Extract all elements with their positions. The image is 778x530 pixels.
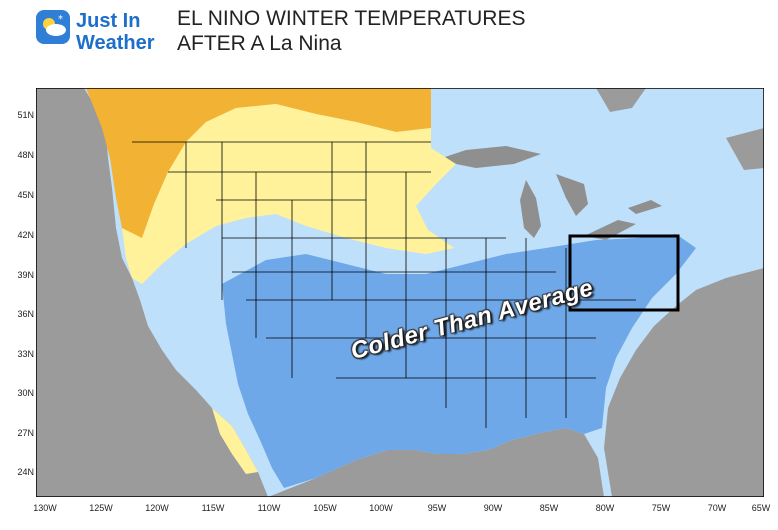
lon-label: 130W	[33, 503, 57, 513]
lon-label: 120W	[145, 503, 169, 513]
lon-label: 110W	[257, 503, 281, 513]
lon-label: 70W	[707, 503, 727, 513]
lon-label: 115W	[201, 503, 225, 513]
svg-text:*: *	[58, 14, 63, 25]
lat-label: 24N	[17, 467, 34, 477]
atlantic-ocean	[604, 268, 764, 497]
title-line1: EL NINO WINTER TEMPERATURES	[177, 7, 526, 30]
lat-label: 42N	[17, 230, 34, 240]
logo-text-line1: Just In	[76, 10, 141, 32]
cold-anomaly-south	[222, 234, 696, 488]
lon-label: 125W	[89, 503, 113, 513]
hudson-bay	[596, 88, 764, 170]
lon-label: 85W	[539, 503, 559, 513]
lon-label: 100W	[369, 503, 393, 513]
lat-label: 27N	[17, 428, 34, 438]
lon-label: 75W	[651, 503, 671, 513]
lat-label: 51N	[17, 110, 34, 120]
lon-label: 80W	[595, 503, 615, 513]
lat-label: 36N	[17, 309, 34, 319]
slight-warm-anomaly	[122, 104, 456, 284]
weather-logo-icon: *	[36, 10, 70, 44]
lon-label: 65W	[751, 503, 771, 513]
great-lakes	[436, 146, 662, 240]
mid-atlantic-highlight-box	[568, 234, 680, 312]
lat-label: 39N	[17, 270, 34, 280]
slight-warm-baja	[212, 408, 258, 474]
lat-label: 45N	[17, 190, 34, 200]
logo: * Just In Weather	[36, 8, 166, 58]
warm-anomaly-northwest	[86, 88, 431, 248]
lat-label: 48N	[17, 150, 34, 160]
lon-label: 105W	[313, 503, 337, 513]
lon-label: 95W	[427, 503, 447, 513]
pacific-ocean	[36, 88, 268, 497]
lat-label: 30N	[17, 388, 34, 398]
logo-text-line2: Weather	[76, 32, 155, 54]
title-line2: AFTER A La Nina	[177, 32, 342, 55]
page-title: EL NINO WINTER TEMPERATURES AFTER A La N…	[177, 6, 525, 56]
gulf-of-mexico	[268, 428, 604, 497]
state-borders	[132, 141, 636, 428]
lon-label: 90W	[483, 503, 503, 513]
temperature-map	[36, 88, 764, 497]
lat-label: 33N	[17, 349, 34, 359]
